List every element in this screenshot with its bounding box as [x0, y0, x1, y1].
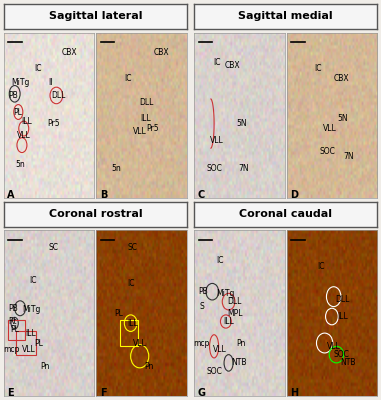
Text: CBX: CBX [333, 74, 349, 83]
Text: VLL: VLL [210, 136, 224, 145]
Text: IC: IC [29, 276, 37, 285]
Text: Pn: Pn [144, 362, 154, 371]
Text: MPL: MPL [227, 309, 243, 318]
Text: PL: PL [34, 338, 43, 348]
Text: PB: PB [8, 304, 18, 313]
Text: E: E [8, 388, 14, 398]
Text: CBX: CBX [61, 48, 77, 57]
Text: IC: IC [35, 64, 42, 74]
Text: Pr5: Pr5 [47, 119, 60, 128]
Text: 7N: 7N [343, 152, 354, 161]
Text: 7N: 7N [239, 164, 249, 173]
Text: H: H [290, 388, 298, 398]
Bar [120, 320, 138, 346]
Text: C: C [198, 190, 205, 200]
Text: VLL: VLL [323, 124, 337, 133]
Text: S: S [199, 302, 204, 311]
Text: ILL: ILL [26, 328, 36, 338]
Text: IC: IC [315, 64, 322, 74]
Text: PL: PL [10, 325, 19, 334]
Text: PB: PB [199, 287, 208, 296]
Text: VLL: VLL [327, 342, 341, 351]
Text: ILL: ILL [141, 114, 151, 123]
Text: IC: IC [124, 74, 132, 83]
Text: A: A [8, 190, 15, 200]
Text: PL: PL [114, 309, 123, 318]
Text: Sagittal lateral: Sagittal lateral [48, 11, 142, 21]
Text: SOC: SOC [206, 164, 222, 173]
Text: PL: PL [13, 108, 22, 116]
Text: Coronal caudal: Coronal caudal [239, 209, 332, 219]
Text: mcp: mcp [3, 345, 19, 354]
Text: ILL: ILL [338, 312, 348, 321]
Text: D: D [290, 190, 298, 200]
Text: IC: IC [216, 256, 223, 265]
Text: VLL: VLL [17, 131, 30, 140]
Text: SOC: SOC [333, 350, 349, 359]
Text: B: B [100, 190, 107, 200]
Bar [16, 332, 35, 355]
Text: G: G [198, 388, 206, 398]
Text: ILL: ILL [223, 317, 234, 326]
Text: 5N: 5N [338, 114, 348, 123]
Text: Coronal rostral: Coronal rostral [48, 209, 142, 219]
Text: IC: IC [317, 262, 325, 271]
Text: mcp: mcp [193, 338, 210, 348]
Text: Pn: Pn [237, 338, 246, 348]
Text: NTB: NTB [232, 358, 247, 367]
Text: II: II [49, 78, 53, 87]
Text: CBX: CBX [224, 61, 240, 70]
Text: Pn: Pn [40, 362, 49, 371]
Text: Rt: Rt [9, 317, 17, 326]
Text: F: F [100, 388, 106, 398]
Text: DLL: DLL [228, 297, 242, 306]
Text: 5n: 5n [111, 164, 121, 173]
Text: DLL: DLL [51, 91, 66, 100]
Text: PB: PB [8, 91, 18, 100]
Text: DLL: DLL [139, 98, 153, 106]
Text: IC: IC [213, 58, 221, 67]
Text: ILL: ILL [21, 118, 32, 126]
Bar [8, 320, 25, 340]
Text: SC: SC [49, 242, 59, 252]
Text: IC: IC [127, 279, 134, 288]
Text: 5N: 5N [236, 119, 247, 128]
Text: DLL: DLL [336, 296, 350, 304]
Text: MiTg: MiTg [217, 289, 235, 298]
Text: NTB: NTB [341, 358, 356, 367]
Text: CBX: CBX [154, 48, 169, 57]
Text: MiTg: MiTg [11, 78, 29, 87]
Text: SC: SC [128, 242, 138, 252]
Text: MiTg: MiTg [22, 306, 40, 314]
Text: 5n: 5n [15, 160, 25, 170]
Text: VLL: VLL [213, 345, 226, 354]
Text: Sagittal medial: Sagittal medial [239, 11, 333, 21]
Text: SOC: SOC [206, 367, 222, 376]
Text: VLL: VLL [133, 338, 147, 348]
Text: VLL: VLL [133, 127, 147, 136]
Text: VLL: VLL [22, 345, 36, 354]
Text: ILL: ILL [127, 319, 138, 328]
Text: SOC: SOC [319, 147, 335, 156]
Text: Pr5: Pr5 [146, 124, 159, 133]
